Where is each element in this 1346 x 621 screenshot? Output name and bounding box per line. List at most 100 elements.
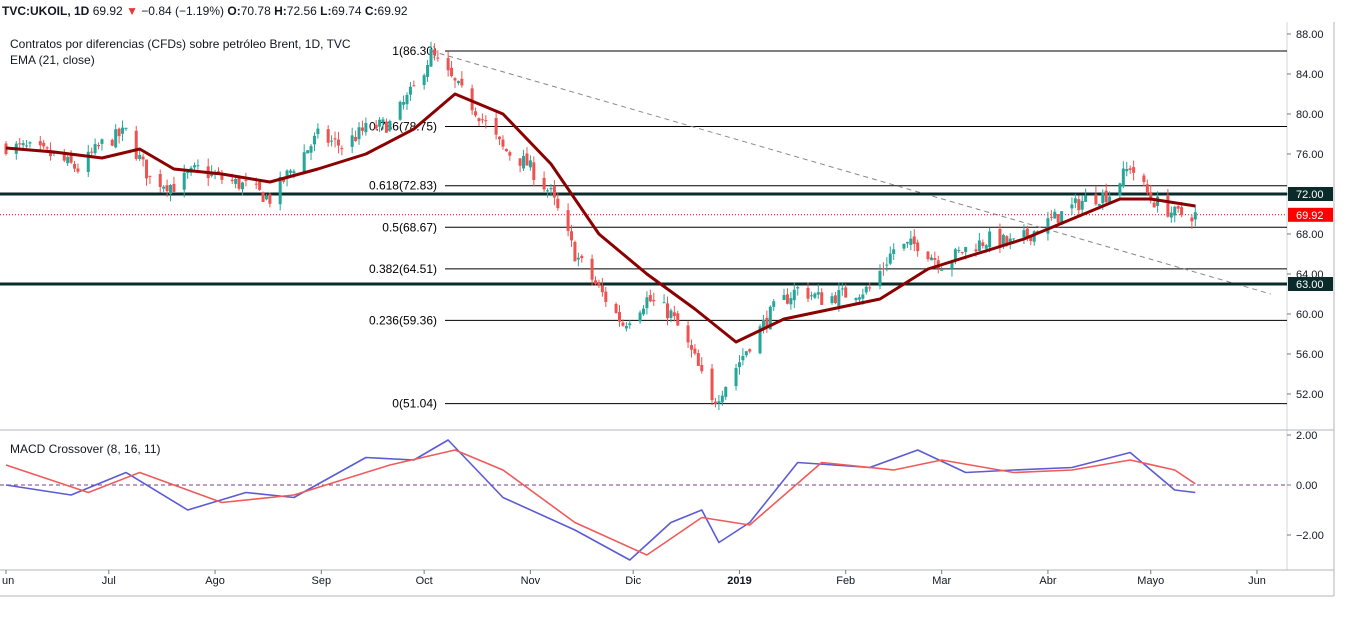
candle-body xyxy=(1152,202,1156,208)
candle-body xyxy=(86,151,90,172)
candle-body xyxy=(724,386,728,397)
candle-body xyxy=(1149,192,1153,201)
candle-body xyxy=(977,240,981,251)
candle-body xyxy=(926,251,930,260)
candle-body xyxy=(1049,216,1053,218)
candle-body xyxy=(1166,195,1170,217)
candle-body xyxy=(1101,192,1105,204)
candle-body xyxy=(1046,218,1050,234)
fib-level-label: 0.618(72.83) xyxy=(369,179,437,193)
candle-body xyxy=(234,178,238,184)
candle-body xyxy=(42,142,46,147)
candle-body xyxy=(857,297,861,300)
candle-body xyxy=(1080,200,1084,210)
candle-body xyxy=(73,163,77,169)
candle-body xyxy=(998,228,1002,248)
candle-body xyxy=(374,124,378,129)
candle-body xyxy=(186,172,190,174)
candle-body xyxy=(244,179,248,181)
candle-body xyxy=(1029,236,1033,242)
candle-body xyxy=(624,325,628,329)
candle-body xyxy=(546,190,550,192)
candle-body xyxy=(405,94,409,105)
candle-body xyxy=(38,141,42,146)
candle-body xyxy=(881,268,885,270)
candle-body xyxy=(1173,206,1177,216)
fib-level-label: 0.382(64.51) xyxy=(369,262,437,276)
last-price-badge-label: 69.92 xyxy=(1296,210,1324,222)
candle-body xyxy=(278,176,282,205)
candle-body xyxy=(1012,238,1016,240)
price-tick-label: 60.00 xyxy=(1296,309,1324,321)
candle-body xyxy=(1073,198,1077,204)
macd-tick-label: −2.00 xyxy=(1296,530,1324,542)
candle-body xyxy=(844,287,848,298)
candle-body xyxy=(628,323,632,326)
candle-body xyxy=(974,249,978,252)
candle-body xyxy=(484,120,488,122)
candle-body xyxy=(580,255,584,259)
candle-body xyxy=(326,129,330,143)
candle-body xyxy=(696,353,700,366)
candle-body xyxy=(422,75,426,86)
candle-body xyxy=(672,312,676,317)
candle-body xyxy=(264,195,268,200)
candle-body xyxy=(1145,184,1149,193)
candle-body xyxy=(888,253,892,264)
candle-body xyxy=(1001,234,1005,246)
candle-body xyxy=(312,135,316,145)
candle-body xyxy=(117,128,121,137)
candle-body xyxy=(840,288,844,290)
candle-body xyxy=(408,86,412,95)
trend-line xyxy=(430,50,1271,295)
low-value: 69.74 xyxy=(331,4,362,18)
symbol-header: TVC:UKOIL, 1D 69.92 ▼ −0.84 (−1.19%) O:7… xyxy=(2,4,408,18)
candle-body xyxy=(1142,175,1146,182)
candle-body xyxy=(964,247,968,252)
price-tick-label: 84.00 xyxy=(1296,69,1324,81)
candle-body xyxy=(552,186,556,198)
price-tick-label: 52.00 xyxy=(1296,389,1324,401)
candle-body xyxy=(436,57,440,59)
candle-body xyxy=(330,140,334,142)
candle-body xyxy=(1097,203,1101,206)
candle-body xyxy=(258,181,262,190)
candle-body xyxy=(813,293,817,298)
time-tick-label: Mar xyxy=(932,575,951,587)
candle-body xyxy=(662,302,666,304)
candle-body xyxy=(494,118,498,135)
macd-series-line xyxy=(5,439,1196,561)
candle-body xyxy=(1180,207,1184,216)
candle-body xyxy=(641,308,645,315)
time-tick-label: Jun xyxy=(1248,575,1266,587)
candle-body xyxy=(121,127,125,134)
candle-body xyxy=(885,264,889,266)
candle-body xyxy=(933,258,937,260)
candle-body xyxy=(76,168,80,172)
candle-body xyxy=(621,322,625,326)
high-value: 72.56 xyxy=(286,4,317,18)
candle-body xyxy=(381,119,385,123)
candle-body xyxy=(354,136,358,141)
price-change: −0.84 (−1.19%) xyxy=(141,4,225,18)
candle-body xyxy=(470,88,474,111)
candle-body xyxy=(261,192,265,203)
candle-body xyxy=(292,171,296,174)
time-tick-label: Feb xyxy=(836,575,855,587)
ema-line xyxy=(5,92,1196,344)
candle-body xyxy=(1008,238,1012,243)
chart-title: Contratos por diferencias (CFDs) sobre p… xyxy=(10,37,351,51)
candle-body xyxy=(878,271,882,286)
candle-body xyxy=(388,120,392,131)
candle-body xyxy=(590,258,594,280)
candle-body xyxy=(18,143,22,145)
candle-body xyxy=(446,58,450,71)
candle-body xyxy=(240,182,244,190)
candle-body xyxy=(950,261,954,269)
last-price-badge xyxy=(1288,207,1333,222)
candle-body xyxy=(62,152,66,161)
candle-body xyxy=(570,231,574,241)
macd-series-line xyxy=(5,449,1196,556)
price-tick-label: 80.00 xyxy=(1296,109,1324,121)
